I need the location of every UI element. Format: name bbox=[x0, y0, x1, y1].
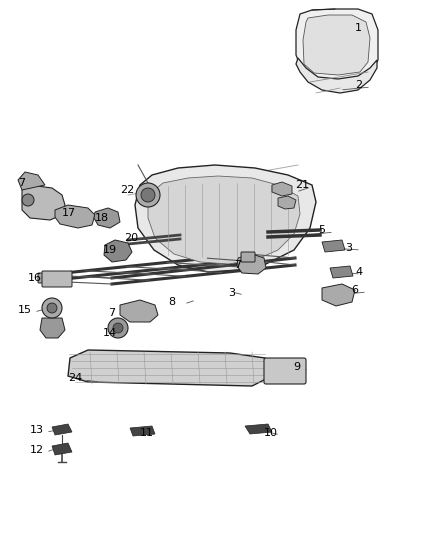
Polygon shape bbox=[322, 284, 355, 306]
Polygon shape bbox=[245, 424, 272, 434]
Polygon shape bbox=[68, 350, 268, 386]
Text: 11: 11 bbox=[140, 428, 154, 438]
Circle shape bbox=[108, 318, 128, 338]
Polygon shape bbox=[52, 424, 72, 435]
FancyBboxPatch shape bbox=[241, 252, 255, 262]
Polygon shape bbox=[237, 254, 266, 274]
Text: 3: 3 bbox=[228, 288, 235, 298]
Polygon shape bbox=[120, 300, 158, 322]
Polygon shape bbox=[104, 240, 132, 262]
Text: 6: 6 bbox=[351, 285, 358, 295]
Polygon shape bbox=[94, 208, 120, 228]
Polygon shape bbox=[18, 172, 45, 190]
Polygon shape bbox=[52, 443, 72, 455]
Polygon shape bbox=[272, 182, 292, 196]
Text: 21: 21 bbox=[295, 180, 309, 190]
Polygon shape bbox=[278, 196, 296, 209]
Circle shape bbox=[47, 303, 57, 313]
Circle shape bbox=[22, 194, 34, 206]
Polygon shape bbox=[22, 185, 65, 220]
Text: 24: 24 bbox=[68, 373, 82, 383]
Text: 7: 7 bbox=[18, 178, 25, 188]
Polygon shape bbox=[296, 9, 378, 82]
Circle shape bbox=[141, 188, 155, 202]
Text: 13: 13 bbox=[30, 425, 44, 435]
FancyBboxPatch shape bbox=[42, 271, 72, 287]
Polygon shape bbox=[322, 240, 345, 252]
Text: 9: 9 bbox=[293, 362, 300, 372]
Text: 18: 18 bbox=[95, 213, 109, 223]
Polygon shape bbox=[135, 165, 316, 272]
Text: 12: 12 bbox=[30, 445, 44, 455]
Text: 4: 4 bbox=[355, 267, 362, 277]
Polygon shape bbox=[40, 318, 65, 338]
Text: 20: 20 bbox=[124, 233, 138, 243]
Text: 22: 22 bbox=[120, 185, 134, 195]
Text: 3: 3 bbox=[345, 243, 352, 253]
Text: 1: 1 bbox=[355, 23, 362, 33]
Text: 17: 17 bbox=[62, 208, 76, 218]
FancyBboxPatch shape bbox=[264, 358, 306, 384]
Polygon shape bbox=[303, 15, 370, 75]
Text: 16: 16 bbox=[28, 273, 42, 283]
Polygon shape bbox=[148, 176, 300, 264]
Polygon shape bbox=[55, 205, 95, 228]
Text: 7: 7 bbox=[234, 260, 241, 270]
Polygon shape bbox=[130, 426, 155, 436]
Text: 7: 7 bbox=[108, 308, 115, 318]
Text: 5: 5 bbox=[318, 225, 325, 235]
Text: 19: 19 bbox=[103, 245, 117, 255]
Polygon shape bbox=[330, 266, 353, 278]
Circle shape bbox=[136, 183, 160, 207]
Polygon shape bbox=[296, 58, 377, 93]
Text: 8: 8 bbox=[168, 297, 175, 307]
Circle shape bbox=[42, 298, 62, 318]
Text: 15: 15 bbox=[18, 305, 32, 315]
Text: 14: 14 bbox=[103, 328, 117, 338]
Text: 10: 10 bbox=[264, 428, 278, 438]
Circle shape bbox=[113, 323, 123, 333]
Text: 2: 2 bbox=[355, 80, 362, 90]
FancyBboxPatch shape bbox=[38, 273, 52, 283]
